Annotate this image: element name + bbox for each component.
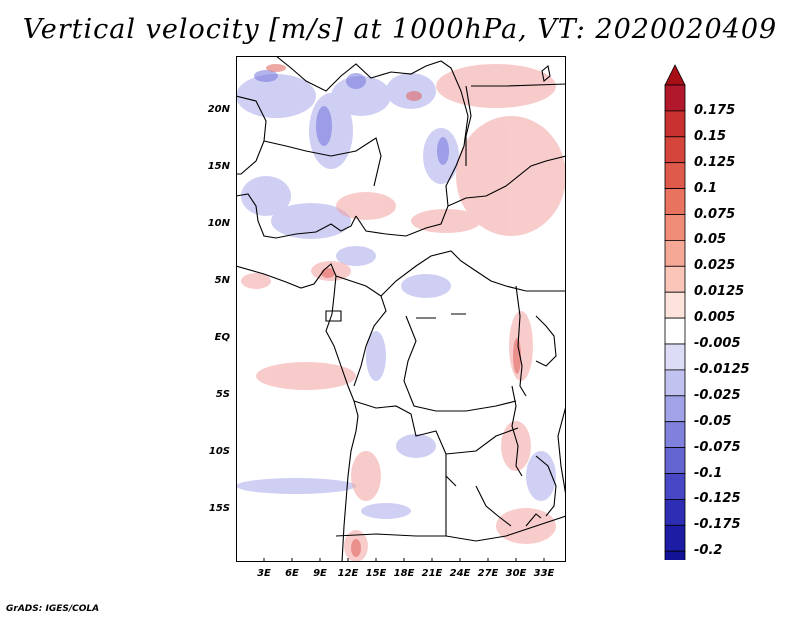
map-panel — [236, 56, 566, 562]
colorbar-box — [664, 110, 686, 138]
colorbar-box — [664, 291, 686, 319]
colorbar-box — [664, 136, 686, 164]
colorbar-label: -0.05 — [694, 413, 732, 429]
colorbar-label: -0.1 — [694, 465, 723, 481]
strong-negative-patches — [254, 70, 449, 165]
lat-label: 15S — [208, 503, 230, 514]
positive-velocity-patches — [241, 64, 566, 562]
lon-label: 9E — [313, 568, 327, 579]
lon-label: 33E — [533, 568, 555, 579]
colorbar-label: -0.125 — [694, 491, 741, 507]
colorbar-box — [664, 84, 686, 112]
colorbar-box — [664, 343, 686, 371]
colorbar-label: 0.05 — [694, 232, 727, 248]
lon-label: 12E — [337, 568, 359, 579]
colorbar-box — [664, 188, 686, 215]
colorbar-label: 0.005 — [694, 310, 736, 326]
coastlines-borders — [236, 56, 566, 562]
grads-credit: GrADS: IGES/COLA — [6, 604, 100, 614]
colorbar-box — [664, 239, 686, 267]
colorbar — [664, 64, 686, 560]
lon-label: 21E — [421, 568, 443, 579]
colorbar-box — [664, 473, 686, 500]
lat-label: 20N — [207, 104, 230, 115]
lon-label: 6E — [285, 568, 299, 579]
lat-label: 10S — [208, 446, 230, 457]
colorbar-label: 0.175 — [694, 102, 736, 118]
colorbar-box — [664, 447, 686, 474]
colorbar-label: 0.075 — [694, 206, 736, 222]
colorbar-box — [664, 421, 686, 449]
plot-title: Vertical velocity [m/s] at 1000hPa, VT: … — [22, 14, 778, 45]
colorbar-box — [664, 395, 686, 423]
colorbar-label: -0.2 — [694, 543, 723, 559]
colorbar-box — [664, 162, 686, 189]
lat-label: 5S — [215, 389, 230, 400]
colorbar-box — [664, 214, 686, 241]
lon-ticks — [263, 558, 545, 562]
colorbar-label: 0.125 — [694, 154, 736, 170]
lat-label: 10N — [207, 218, 230, 229]
colorbar-label: 0.025 — [694, 258, 736, 274]
lon-label: 27E — [477, 568, 499, 579]
colorbar-box — [664, 524, 686, 552]
colorbar-top-arrow — [664, 64, 686, 86]
lon-label: 3E — [257, 568, 271, 579]
lon-label: 18E — [393, 568, 415, 579]
colorbar-label: -0.175 — [694, 517, 741, 533]
lon-label: 15E — [365, 568, 387, 579]
colorbar-box — [664, 369, 686, 397]
colorbar-label: 0.0125 — [694, 284, 745, 300]
colorbar-box — [664, 317, 686, 345]
colorbar-box — [664, 265, 686, 293]
lon-label: 24E — [449, 568, 471, 579]
lon-label: 30E — [505, 568, 527, 579]
colorbar-label: -0.025 — [694, 387, 741, 403]
colorbar-label: -0.0125 — [694, 361, 750, 377]
colorbar-label: -0.075 — [694, 439, 741, 455]
strong-positive-patches — [266, 64, 521, 557]
lat-label: 5N — [214, 275, 230, 286]
lat-label: EQ — [214, 332, 230, 343]
colorbar-label: 0.15 — [694, 128, 727, 144]
colorbar-box — [664, 550, 686, 560]
lat-label: 15N — [207, 161, 230, 172]
colorbar-label: 0.1 — [694, 180, 718, 196]
colorbar-label: -0.005 — [694, 336, 741, 351]
colorbar-box — [664, 498, 686, 526]
